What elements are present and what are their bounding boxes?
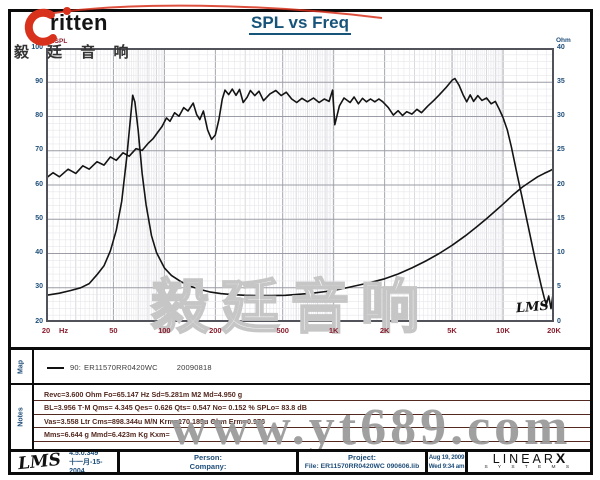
y-right-tick-label: 15 [557, 214, 565, 222]
status-cell-brand: LINEARX S Y S T E M S [468, 452, 590, 472]
y-right-tick-label: 5 [557, 283, 561, 291]
y-right-tick-label: 0 [557, 317, 561, 325]
spl-freq-plot: 毅廷音响 LMS [46, 48, 554, 341]
x-tick-label: 20 [41, 326, 51, 335]
plot-canvas [46, 48, 554, 322]
y-left-tick-label: 60 [35, 180, 43, 188]
linearx-logo: LINEARX [492, 452, 566, 466]
y-right-tick-label: 10 [557, 249, 565, 256]
app-version: 4.5.0.349 [69, 452, 99, 457]
ts-parameter-line-1: Revc=3.600 Ohm Fo=65.147 Hz Sd=5.281m M2… [34, 388, 590, 402]
curve-name: ER11570RR0420WC [84, 363, 158, 372]
status-cell-datetime: Aug 19, 2009 Wed 9:34 am [428, 452, 468, 472]
y-right-tick-label: 40 [557, 43, 565, 51]
ts-parameter-line-4: Mms=6.644 g Mmd=6.423m Kg Kxm= [34, 428, 590, 442]
file-name: File: ER11570RR0420WC 090606.lib [304, 463, 420, 470]
y-axis-right-name: Ohm [556, 37, 571, 44]
logo-chinese-text: 毅 廷 音 响 [14, 44, 136, 61]
notes-side-label: Notes [17, 407, 25, 427]
x-tick-label: 200 [209, 326, 222, 335]
x-axis-unit: Hz [59, 326, 69, 335]
notes-side-tab: Notes [11, 385, 34, 449]
map-legend-row: Map 90: ER11570RR0420WC 20090818 [8, 347, 593, 385]
person-label: Person: [194, 453, 222, 462]
ts-parameter-line-3: Vas=3.558 Ltr Cms=898.344u M/N Krm=170.1… [34, 415, 590, 429]
company-label: Company: [189, 462, 227, 471]
status-cell-project: Project: File: ER11570RR0420WC 090606.li… [299, 452, 428, 472]
status-time: Wed 9:34 am [428, 463, 465, 470]
x-tick-label: 1K [328, 326, 339, 335]
y-left-tick-label: 100 [31, 43, 43, 51]
project-label: Project: [348, 453, 376, 462]
y-left-tick-label: 80 [35, 112, 43, 119]
curve-swatch-line [47, 367, 64, 369]
notes-row: Notes Revc=3.600 Ohm Fo=65.147 Hz Sd=5.2… [8, 385, 593, 449]
y-right-tick-label: 20 [557, 180, 565, 188]
lms-script-logo: LMS [17, 452, 62, 472]
linearx-systems-label: S Y S T E M S [484, 465, 574, 470]
y-right-tick-label: 30 [557, 112, 565, 119]
status-date: Aug 19, 2009 [428, 454, 465, 461]
y-left-tick-label: 30 [35, 283, 43, 291]
y-left-tick-label: 20 [35, 317, 43, 325]
x-tick-label: 5K [447, 326, 457, 335]
y-left-tick-label: 90 [35, 77, 43, 85]
curve-id: 90: [70, 363, 82, 372]
curve-date: 20090818 [176, 363, 212, 372]
logo-wordmark: ritten [50, 10, 108, 35]
x-tick-label: 100 [158, 326, 171, 335]
chart-watermark-chinese: 毅廷音响 [150, 274, 432, 341]
x-tick-label: 2K [379, 326, 390, 335]
ts-parameters: Revc=3.600 Ohm Fo=65.147 Hz Sd=5.281m M2… [34, 388, 590, 442]
legend-entry: 90: ER11570RR0420WC 20090818 [70, 363, 212, 372]
y-left-tick-label: 70 [35, 146, 43, 154]
ts-parameter-line-2: BL=3.956 T·M Qms= 4.345 Qes= 0.626 Qts= … [34, 401, 590, 415]
site-watermark: www.yt689.com [170, 399, 572, 456]
status-cell-person: Person: Company: [120, 452, 299, 472]
status-cell-version: LMS 4.5.0.349 十一月-15-2004 [11, 452, 120, 472]
x-tick-label: 20K [547, 326, 561, 335]
map-side-tab: Map [11, 350, 34, 383]
x-tick-label: 10K [496, 326, 510, 335]
y-left-tick-label: 50 [35, 214, 43, 222]
lms-script-logo-chart: LMS [515, 298, 550, 317]
map-side-label: Map [17, 359, 25, 374]
x-tick-label: 500 [276, 326, 289, 335]
y-right-tick-label: 25 [557, 146, 565, 154]
app-version-date: 十一月-15-2004 [69, 458, 103, 473]
x-tick-label: 50 [109, 326, 118, 335]
y-left-tick-label: 40 [35, 249, 43, 256]
status-bar: LMS 4.5.0.349 十一月-15-2004 Person: Compan… [8, 449, 593, 475]
y-right-tick-label: 35 [557, 77, 565, 85]
